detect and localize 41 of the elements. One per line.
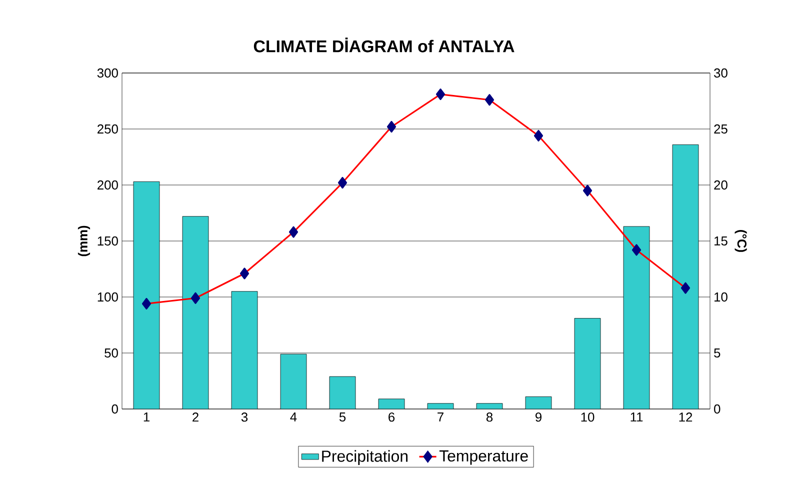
y2-tick-label: 25: [714, 124, 728, 134]
y-tick-label: 300: [97, 68, 118, 78]
bar: [280, 354, 307, 409]
bar: [378, 398, 405, 409]
x-tick-label: 11: [630, 412, 643, 422]
x-tick-label: 5: [339, 412, 346, 422]
y2-tick-label: 5: [714, 348, 720, 358]
y-axis-title: (mm): [78, 226, 90, 256]
bar: [182, 216, 209, 409]
x-tick-label: 7: [438, 412, 444, 422]
y-tick-label: 200: [98, 180, 118, 190]
y2-tick-label: 0: [714, 404, 720, 414]
y-tick-label: 150: [98, 236, 118, 246]
x-tick-label: 3: [241, 412, 248, 422]
bar: [574, 318, 601, 409]
y2-tick-label: 30: [714, 68, 728, 78]
y2-axis-title: (°C): [734, 230, 747, 252]
bar: [133, 181, 160, 409]
bar: [231, 291, 258, 409]
bar: [672, 144, 699, 409]
x-tick-label: 6: [388, 412, 395, 422]
bar: [329, 376, 356, 409]
x-tick-label: 2: [192, 412, 198, 422]
x-tick-label: 12: [679, 412, 692, 422]
y2-tick-label: 10: [714, 292, 728, 302]
x-tick-label: 10: [581, 412, 594, 422]
y-tick-label: 100: [98, 292, 118, 302]
bar: [623, 226, 650, 409]
x-tick-label: 1: [144, 412, 150, 422]
y-tick-label: 0: [112, 404, 118, 414]
y2-tick-label: 15: [714, 236, 728, 246]
y2-tick-label: 20: [714, 180, 728, 190]
legend-label: Precipitation: [322, 450, 408, 466]
y-tick-label: 50: [104, 348, 118, 358]
legend-label: Temperature: [439, 450, 528, 465]
x-tick-label: 4: [290, 412, 297, 422]
chart-title: CLIMATE DİAGRAM of ANTALYA: [254, 38, 514, 52]
y-tick-label: 250: [98, 124, 118, 134]
x-tick-label: 9: [536, 412, 542, 422]
bar: [526, 396, 552, 409]
x-tick-label: 8: [486, 412, 493, 422]
